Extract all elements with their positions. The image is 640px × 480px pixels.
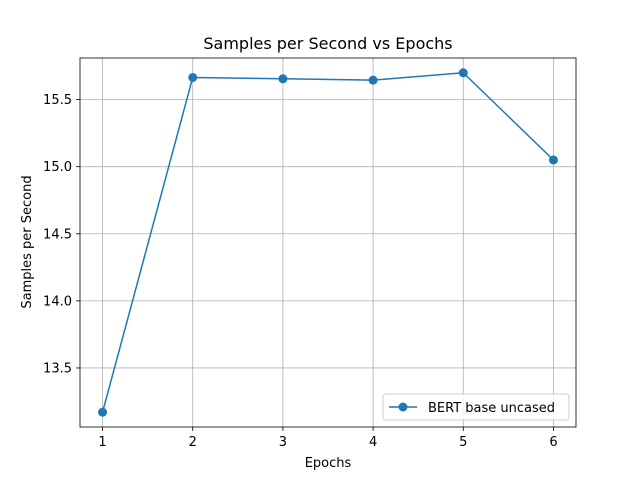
axis-ticks: 1 2 3 4 5 6 13.5 14.0 14.5 15.0 15.5 xyxy=(43,93,558,450)
x-tick-label: 4 xyxy=(369,435,377,450)
x-tick-label: 1 xyxy=(98,435,106,450)
y-tick-label: 13.5 xyxy=(43,361,72,376)
legend-label: BERT base uncased xyxy=(428,401,555,416)
legend-box xyxy=(382,393,570,421)
x-tick-label: 2 xyxy=(189,435,197,450)
x-tick-label: 6 xyxy=(549,435,557,450)
x-tick-label: 5 xyxy=(459,435,467,450)
series-line xyxy=(101,72,554,413)
y-tick-label: 14.5 xyxy=(43,227,72,242)
y-tick-label: 14.0 xyxy=(43,294,72,309)
grid xyxy=(80,58,576,427)
legend: BERT base uncased xyxy=(382,393,570,421)
plot-frame xyxy=(79,57,577,428)
legend-marker xyxy=(398,402,408,412)
x-tick-label: 3 xyxy=(279,435,287,450)
data-point xyxy=(278,74,288,84)
chart-title: Samples per Second vs Epochs xyxy=(203,34,452,53)
data-point xyxy=(458,68,468,78)
data-point xyxy=(368,75,378,85)
y-tick-label: 15.0 xyxy=(43,160,72,175)
data-point xyxy=(188,72,198,82)
y-tick-label: 15.5 xyxy=(43,93,72,108)
data-point xyxy=(548,155,558,165)
data-point xyxy=(98,407,108,417)
x-axis-label: Epochs xyxy=(305,456,352,471)
series-layer xyxy=(98,68,558,417)
y-axis-label: Samples per Second xyxy=(20,175,35,308)
